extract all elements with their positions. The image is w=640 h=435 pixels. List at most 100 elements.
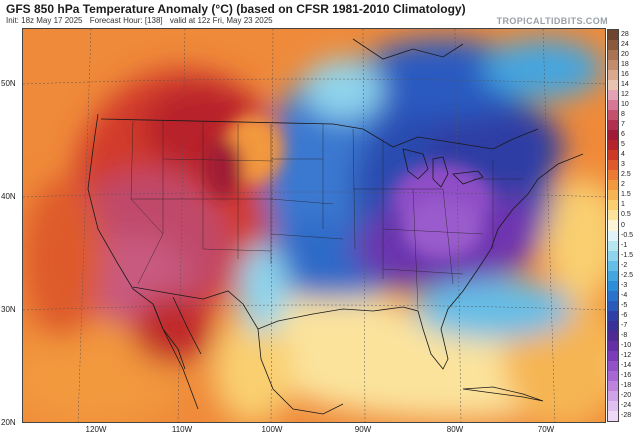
color-scale-label: -16 — [621, 371, 632, 379]
color-scale-label: -0.5 — [621, 231, 634, 239]
color-scale-swatch — [608, 120, 618, 131]
color-scale-swatch — [608, 180, 618, 191]
lat-label-50n: 50N — [1, 79, 16, 88]
color-scale-label: 1.5 — [621, 191, 631, 199]
color-scale-label: -20 — [621, 391, 632, 399]
color-scale-label: -7 — [621, 321, 628, 329]
color-scale-label: -12 — [621, 351, 632, 359]
color-scale-swatch — [608, 320, 618, 332]
color-scale-swatch — [608, 150, 618, 161]
anomaly-map — [22, 28, 606, 423]
color-scale-label: -2 — [621, 261, 628, 269]
color-scale-label: -28 — [621, 411, 632, 419]
color-scale-swatch — [608, 240, 618, 252]
color-scale-swatch — [608, 200, 618, 211]
color-scale-label: 1 — [621, 201, 625, 209]
mexico-gulf-coast — [257, 328, 344, 415]
color-scale-swatch — [608, 90, 618, 101]
color-scale-swatch — [608, 230, 618, 242]
lon-label-120w: 120W — [85, 425, 107, 434]
graticule — [23, 29, 605, 422]
color-scale-label: 18 — [621, 61, 629, 69]
color-scale-label: -24 — [621, 401, 632, 409]
lon-label-80w: 80W — [446, 425, 464, 434]
lon-label-90w: 90W — [354, 425, 372, 434]
valid-time: valid at 12z Fri, May 23 2025 — [169, 16, 273, 25]
lon-label-100w: 100W — [261, 425, 283, 434]
color-scale-swatch — [608, 30, 618, 41]
color-scale-label: -18 — [621, 381, 632, 389]
lat-label-20n: 20N — [1, 418, 16, 427]
forecast-hour: Forecast Hour: [138] — [89, 16, 163, 25]
color-scale-swatch — [608, 70, 618, 81]
mexico-border — [132, 286, 259, 330]
east-coast — [462, 153, 584, 292]
color-scale-label: -1.5 — [621, 251, 634, 259]
color-scale-swatch — [608, 270, 618, 282]
color-scale-swatch — [608, 410, 618, 422]
color-scale-swatch — [608, 340, 618, 352]
gulf-coast — [257, 290, 464, 370]
color-scale-label: 6 — [621, 131, 625, 139]
state-lines — [130, 120, 523, 310]
color-scale-label: 10 — [621, 101, 629, 109]
color-scale-swatch — [608, 130, 618, 141]
color-scale-label: -8 — [621, 331, 628, 339]
color-scale-swatch — [608, 100, 618, 111]
color-scale-swatch — [608, 290, 618, 302]
lon-label-70w: 70W — [537, 425, 555, 434]
color-scale-swatch — [608, 330, 618, 342]
color-scale-label: 2.5 — [621, 171, 631, 179]
color-scale-swatch — [608, 380, 618, 392]
color-scale-label: 0.5 — [621, 211, 631, 219]
color-scale-swatch — [608, 50, 618, 61]
color-scale-label: -10 — [621, 341, 632, 349]
site-watermark: TROPICALTIDBITS.COM — [496, 16, 608, 26]
map-title: GFS 850 hPa Temperature Anomaly (°C) (ba… — [6, 2, 466, 16]
color-scale-swatch — [608, 350, 618, 362]
color-scale-label: 28 — [621, 31, 629, 38]
baja — [152, 296, 202, 370]
color-scale-swatch — [608, 250, 618, 262]
west-coast — [87, 113, 199, 410]
canada-us-border — [100, 118, 539, 150]
map-canvas — [23, 29, 605, 422]
color-scale-swatch — [608, 80, 618, 91]
color-scale-swatch — [608, 160, 618, 171]
color-scale-swatch — [608, 190, 618, 201]
color-scale-label: 0 — [621, 221, 625, 229]
color-scale-label: -1 — [621, 241, 628, 249]
color-scale-swatch — [608, 400, 618, 412]
color-scale-label: 2 — [621, 181, 625, 189]
color-scale-label: -6 — [621, 311, 628, 319]
color-scale-bar — [607, 29, 619, 422]
header: GFS 850 hPa Temperature Anomaly (°C) (ba… — [0, 0, 640, 27]
color-scale-label: 5 — [621, 141, 625, 149]
color-scale-label: 20 — [621, 51, 629, 59]
boundaries — [87, 38, 584, 415]
run-info: Init: 18z May 17 2025 Forecast Hour: [13… — [6, 16, 278, 25]
color-scale-swatch — [608, 60, 618, 71]
color-scale-label: 3 — [621, 161, 625, 169]
color-scale-swatch — [608, 310, 618, 322]
lat-label-40n: 40N — [1, 192, 16, 201]
color-scale-label: 14 — [621, 81, 629, 89]
hudson-bay — [352, 38, 464, 60]
color-scale-label: -5 — [621, 301, 628, 309]
color-scale-label: -2.5 — [621, 271, 634, 279]
color-scale-label: 12 — [621, 91, 629, 99]
color-scale-swatch — [608, 390, 618, 402]
color-scale-swatch — [608, 140, 618, 151]
color-scale-label: 4 — [621, 151, 625, 159]
init-time: Init: 18z May 17 2025 — [6, 16, 83, 25]
color-scale-label: -3 — [621, 281, 628, 289]
color-scale-swatch — [608, 360, 618, 372]
lon-label-110w: 110W — [171, 425, 193, 434]
great-lakes — [402, 148, 484, 188]
color-scale-swatch — [608, 260, 618, 272]
color-scale-swatch — [608, 280, 618, 292]
color-scale-swatch — [608, 210, 618, 221]
color-scale-label: 8 — [621, 111, 625, 119]
lat-label-30n: 30N — [1, 305, 16, 314]
color-scale-swatch — [608, 110, 618, 121]
